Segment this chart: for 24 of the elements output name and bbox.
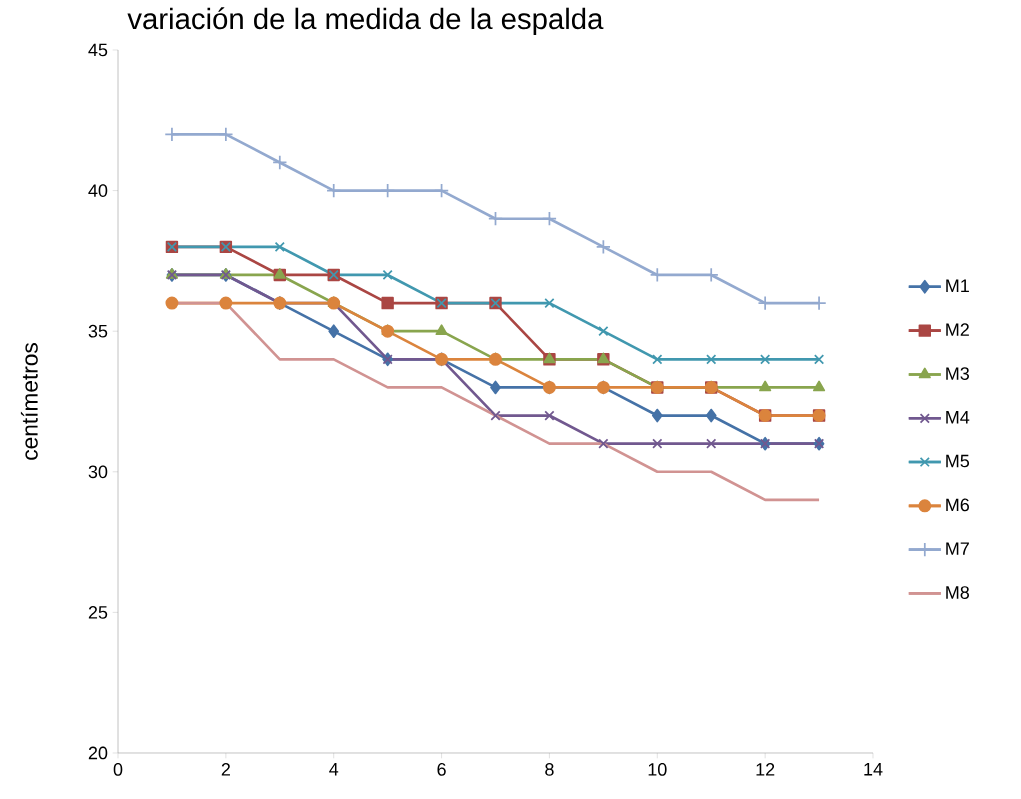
x-tick-label: 12 (756, 763, 775, 776)
x-tick-label: 6 (437, 763, 446, 776)
legend-label: M3 (946, 367, 970, 380)
x-tick-label: 2 (221, 763, 230, 776)
x-tick-label: 4 (329, 763, 339, 776)
y-tick-label: 35 (88, 324, 108, 338)
legend-label: M7 (946, 542, 969, 555)
y-tick-label: 45 (88, 43, 108, 57)
y-axis-title: centímetros (20, 343, 38, 460)
legend-label: M6 (946, 498, 970, 512)
y-tick-label: 20 (88, 746, 108, 760)
y-tick-label: 40 (88, 184, 108, 197)
x-tick-label: 14 (864, 763, 883, 776)
chart-title: variación de la medida de la espalda (127, 7, 604, 36)
legend-label: M1 (946, 279, 969, 292)
x-tick-label: 8 (545, 763, 554, 776)
y-tick-label: 30 (88, 465, 108, 479)
legend-label: M8 (946, 586, 970, 599)
legend-label: M5 (946, 454, 970, 468)
legend-label: M4 (946, 411, 970, 424)
y-tick-label: 25 (88, 606, 108, 619)
x-tick-label: 0 (113, 763, 123, 776)
legend-label: M2 (946, 323, 969, 336)
x-tick-label: 10 (648, 763, 667, 776)
